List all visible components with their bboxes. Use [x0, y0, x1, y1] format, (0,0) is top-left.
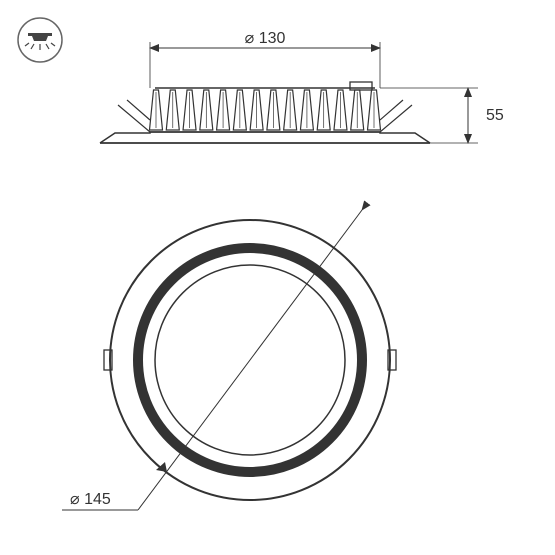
heatsink-body	[150, 82, 381, 132]
technical-drawing: ⌀ 130 55	[0, 0, 555, 555]
dim-height-label: 55	[486, 107, 504, 124]
top-view: ⌀ 145	[62, 210, 396, 510]
dim-cutout-130: ⌀ 130	[150, 30, 380, 88]
downlight-icon	[18, 18, 62, 62]
dim-cutout-label: ⌀ 130	[245, 30, 286, 47]
heatsink-fins	[150, 90, 381, 130]
side-view: ⌀ 130 55	[100, 30, 504, 143]
dim-height-55: 55	[380, 88, 504, 143]
dim-diameter-label: ⌀ 145	[70, 491, 111, 508]
flange	[100, 100, 430, 143]
